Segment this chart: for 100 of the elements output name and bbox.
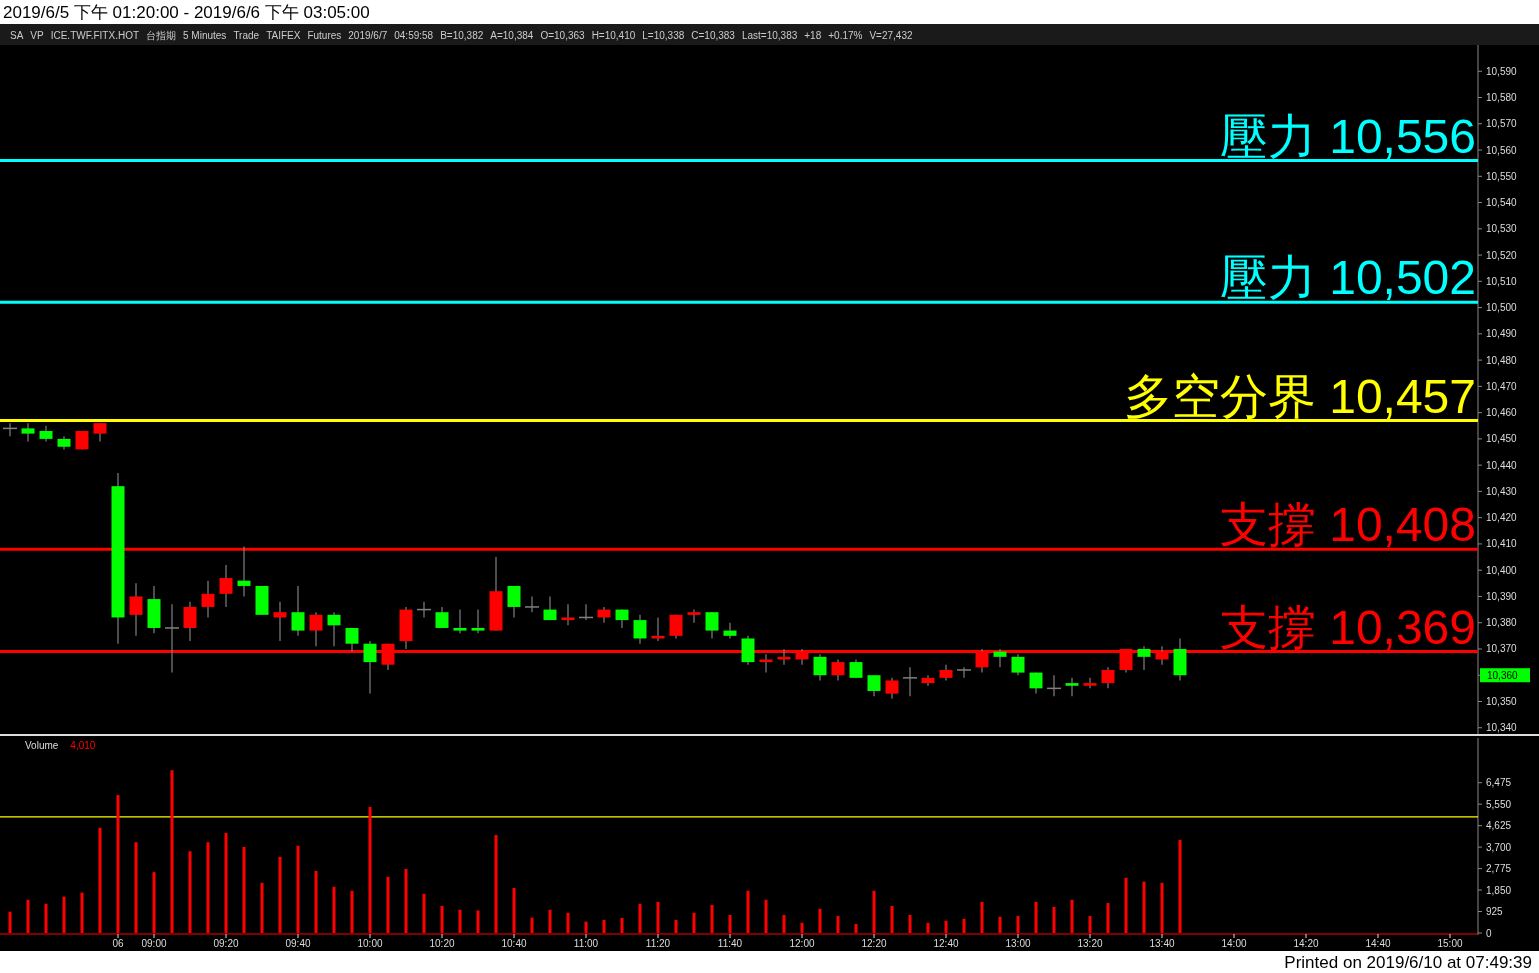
candlestick (129, 582, 143, 637)
y-tick-label: 10,390 (1486, 590, 1518, 602)
annotation: 4,010 (70, 740, 96, 751)
candlestick (164, 603, 180, 674)
y-tick-label: 5,550 (1486, 798, 1512, 810)
candlestick (435, 606, 449, 629)
x-tick-label: 11:20 (645, 938, 671, 949)
text: B=10,382 (440, 30, 484, 41)
y-tick-label: 0 (1486, 927, 1492, 939)
text: 5 Minutes (183, 30, 227, 41)
candlestick (813, 653, 827, 682)
x-tick-label: 06 (112, 938, 124, 949)
text: 04:59:58 (394, 30, 434, 41)
x-tick-label: 11:40 (717, 938, 743, 949)
text: 10,360 (1487, 670, 1519, 682)
y-tick-label: 10,450 (1486, 433, 1518, 445)
candlestick (561, 603, 575, 626)
x-tick-label: 10:40 (501, 938, 527, 949)
x-tick-label: 14:00 (1221, 938, 1247, 949)
text: TAIFEX (266, 30, 301, 41)
ref-line-label: 壓力 10,502 (1219, 251, 1476, 305)
x-tick-label: 14:40 (1365, 938, 1391, 949)
chart-title: 2019/6/5 下午 01:20:00 - 2019/6/6 下午 03:05:00 (3, 3, 370, 22)
y-tick-label: 1,850 (1486, 884, 1512, 896)
x-tick-label: 11:00 (573, 938, 599, 949)
text: C=10,383 (691, 30, 736, 41)
y-tick-label: 10,550 (1486, 170, 1518, 182)
y-tick-label: 10,440 (1486, 459, 1518, 471)
y-tick-label: 10,510 (1486, 275, 1518, 287)
candlestick (183, 601, 197, 642)
y-tick-label: 10,580 (1486, 92, 1518, 104)
y-tick-label: 10,460 (1486, 407, 1518, 419)
candlestick (237, 545, 251, 598)
x-tick-label: 12:20 (861, 938, 887, 949)
y-tick-label: 10,400 (1486, 564, 1518, 576)
text: Trade (233, 30, 260, 41)
candlestick (705, 611, 719, 640)
candlestick (956, 666, 972, 679)
y-tick-label: 10,540 (1486, 197, 1518, 209)
text: O=10,363 (540, 30, 586, 41)
candlestick (1101, 666, 1115, 689)
candlestick (993, 648, 1007, 668)
candlestick (21, 422, 35, 443)
candlestick (291, 585, 305, 637)
x-tick-label: 14:20 (1293, 938, 1319, 949)
y-tick-label: 10,590 (1486, 65, 1518, 77)
x-tick-label: 12:00 (789, 938, 815, 949)
text: 台指期 (146, 30, 177, 41)
x-tick-label: 12:40 (933, 938, 959, 949)
text: SA (10, 30, 24, 41)
y-tick-label: 3,700 (1486, 841, 1512, 853)
y-tick-label: 10,530 (1486, 223, 1518, 235)
y-tick-label: 10,370 (1486, 643, 1518, 655)
chart-title: Volume (25, 740, 59, 751)
y-tick-label: 10,500 (1486, 302, 1518, 314)
text: Last=10,383 (741, 30, 798, 41)
ref-line-label: 壓力 10,556 (1219, 109, 1476, 163)
candlestick (1137, 645, 1151, 671)
candlestick (902, 666, 918, 697)
candlestick (741, 635, 755, 666)
text: Printed on 2019/6/10 at 07:49:39 (1284, 953, 1532, 972)
text: +18 (804, 30, 822, 41)
x-tick-label: 15:00 (1437, 938, 1463, 949)
candlestick (524, 595, 540, 613)
text: A=10,384 (490, 30, 534, 41)
candlestick (867, 674, 881, 697)
candlestick (921, 674, 935, 687)
text: 2019/6/7 (348, 30, 388, 41)
x-tick-label: 09:20 (213, 938, 239, 949)
x-tick-label: 13:40 (1149, 938, 1175, 949)
candlestick (687, 608, 701, 624)
y-tick-label: 10,520 (1486, 249, 1518, 261)
text: V=27,432 (869, 30, 913, 41)
candlestick (219, 564, 233, 608)
x-tick-label: 09:00 (141, 938, 167, 949)
y-tick-label: 6,475 (1486, 777, 1512, 789)
candlestick (831, 658, 845, 682)
y-tick-label: 10,470 (1486, 380, 1518, 392)
ref-line-label: 支撐 10,408 (1219, 498, 1476, 552)
x-tick-label: 13:00 (1005, 938, 1031, 949)
y-tick-label: 2,775 (1486, 863, 1512, 875)
x-tick-label: 13:20 (1077, 938, 1103, 949)
text: VP (30, 30, 45, 41)
candlestick (1011, 653, 1025, 676)
y-tick-label: 10,560 (1486, 144, 1518, 156)
x-tick-label: 10:20 (429, 938, 455, 949)
y-tick-label: 10,420 (1486, 512, 1518, 524)
candlestick (723, 622, 737, 640)
ref-line-label: 多空分界 10,457 (1123, 369, 1476, 423)
candlestick (201, 580, 215, 619)
candlestick (1065, 677, 1079, 697)
candlestick (273, 601, 287, 642)
y-tick-label: 10,490 (1486, 328, 1518, 340)
candlestick (93, 422, 107, 443)
ref-line-label: 支撐 10,369 (1219, 600, 1476, 654)
candlestick (849, 658, 863, 679)
y-tick-label: 10,380 (1486, 617, 1518, 629)
y-tick-label: 4,625 (1486, 820, 1512, 832)
x-tick-label: 09:40 (285, 938, 311, 949)
candlestick (471, 608, 485, 634)
